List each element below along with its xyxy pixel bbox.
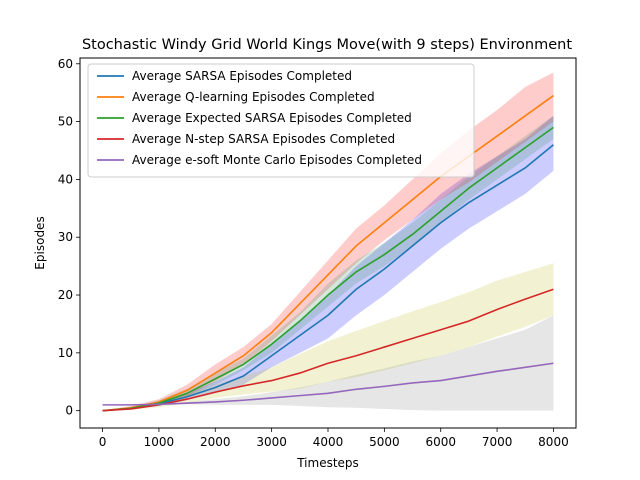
x-tick-label: 4000 <box>313 435 344 449</box>
line-series-1 <box>102 94 554 412</box>
x-axis: 0 1000 2000 3000 4000 5000 6000 7000 8000 <box>99 428 569 449</box>
band-series-3 <box>102 263 554 411</box>
y-tick-label: 0 <box>65 404 73 418</box>
x-tick-label: 5000 <box>369 435 400 449</box>
legend-label: Average N-step SARSA Episodes Completed <box>132 132 395 146</box>
chart-title: Stochastic Windy Grid World Kings Move(w… <box>82 37 572 53</box>
x-tick-label: 3000 <box>256 435 287 449</box>
x-tick-label: 6000 <box>425 435 456 449</box>
line-series-4 <box>102 362 554 406</box>
legend: Average SARSA Episodes Completed Average … <box>87 63 475 178</box>
band-series-4 <box>102 315 554 411</box>
y-tick-label: 20 <box>58 288 73 302</box>
y-tick-label: 40 <box>58 172 73 186</box>
x-tick-label: 1000 <box>144 435 175 449</box>
legend-label: Average e-soft Monte Carlo Episodes Comp… <box>132 153 422 167</box>
x-tick-label: 0 <box>99 435 107 449</box>
y-tick-label: 60 <box>58 57 73 71</box>
line-series-3 <box>102 288 554 412</box>
y-tick-label: 30 <box>58 230 73 244</box>
x-tick-label: 2000 <box>200 435 231 449</box>
x-tick-label: 7000 <box>482 435 513 449</box>
y-tick-label: 10 <box>58 346 73 360</box>
line-series-0 <box>102 144 554 412</box>
legend-label: Average Q-learning Episodes Completed <box>132 90 375 104</box>
legend-box <box>87 63 475 178</box>
y-axis: 0 10 20 30 40 50 60 <box>58 57 80 418</box>
series-lines <box>102 94 554 412</box>
legend-label: Average SARSA Episodes Completed <box>132 69 352 83</box>
x-tick-label: 8000 <box>538 435 569 449</box>
line-series-2 <box>102 126 554 412</box>
y-axis-label: Episodes <box>33 216 47 269</box>
y-tick-label: 50 <box>58 115 73 129</box>
x-axis-label: Timesteps <box>296 456 359 470</box>
legend-label: Average Expected SARSA Episodes Complete… <box>132 111 412 125</box>
